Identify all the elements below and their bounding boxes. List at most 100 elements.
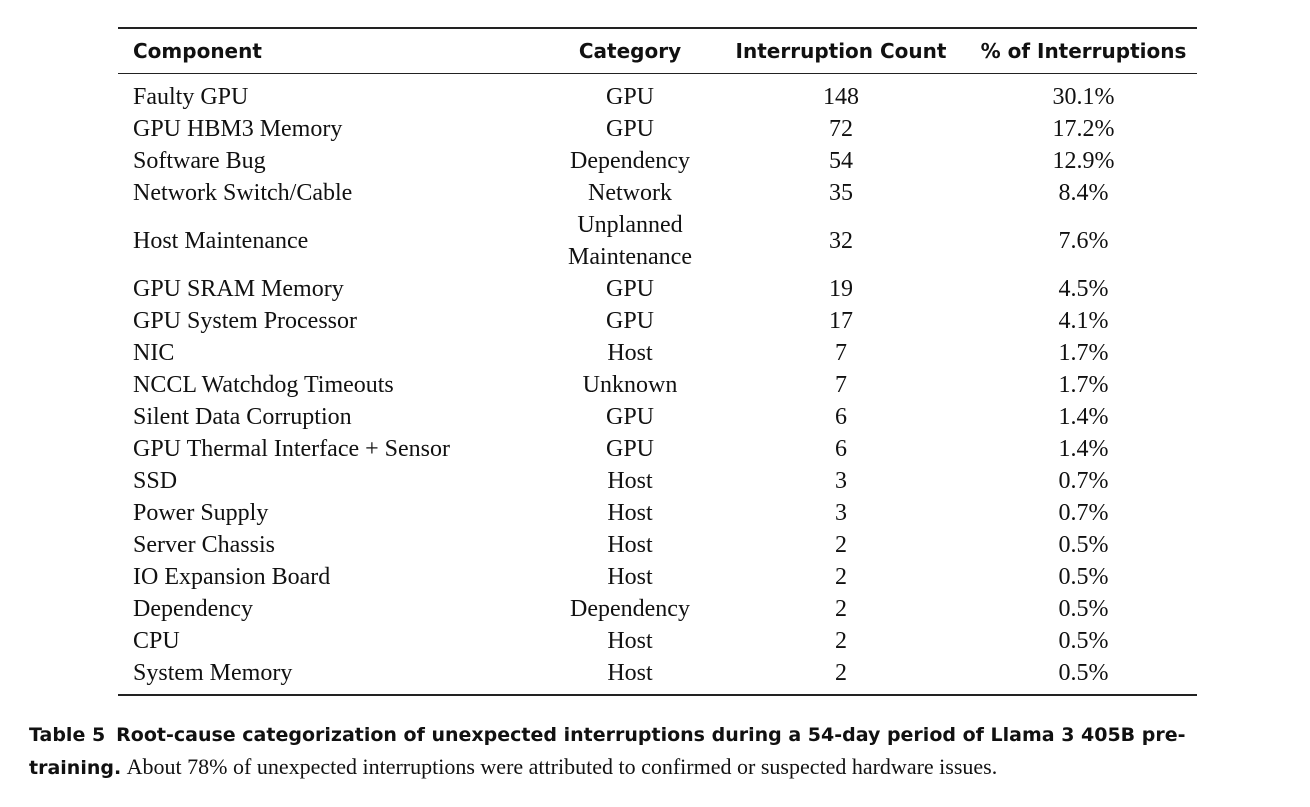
table-cell: GPU HBM3 Memory [133, 116, 343, 142]
table-cell: Faulty GPU [133, 84, 249, 110]
table-row: SSD Host 3 0.7% [118, 465, 1197, 497]
table-cell: 0.5% [1058, 564, 1109, 590]
table-cell: 148 [823, 84, 859, 110]
table-row: Power Supply Host 3 0.7% [118, 497, 1197, 529]
table-cell: Server Chassis [133, 532, 275, 558]
table-row: Faulty GPU GPU 148 30.1% [118, 74, 1197, 114]
table-cell: 0.5% [1058, 596, 1109, 622]
table-cell: 0.7% [1058, 468, 1109, 494]
table-cell: Host [607, 564, 653, 590]
table-cell: 2 [835, 564, 847, 590]
table-row: IO Expansion Board Host 2 0.5% [118, 561, 1197, 593]
table-cell: Host [607, 628, 653, 654]
table-row: GPU System Processor GPU 17 4.1% [118, 305, 1197, 337]
table-row: Software Bug Dependency 54 12.9% [118, 145, 1197, 177]
table-cell: Network [588, 180, 672, 206]
table-cell: 4.5% [1058, 276, 1109, 302]
table-cell: 7.6% [1058, 228, 1109, 254]
caption-text: About 78% of unexpected interruptions we… [126, 754, 998, 779]
table-cell: 0.5% [1058, 628, 1109, 654]
table-cell: GPU System Processor [133, 308, 358, 334]
table-cell: 30.1% [1052, 84, 1115, 110]
caption-label: Table 5 [29, 724, 106, 746]
table-cell: Dependency [570, 596, 690, 622]
table-row: Dependency Dependency 2 0.5% [118, 593, 1197, 625]
table-cell: 8.4% [1058, 180, 1109, 206]
table-row: NIC Host 7 1.7% [118, 337, 1197, 369]
table-cell: Dependency [570, 148, 690, 174]
table-cell: 0.5% [1058, 532, 1109, 558]
table-cell: 0.7% [1058, 500, 1109, 526]
table-body: Faulty GPU GPU 148 30.1% GPU HBM3 Memory GPU 7… [118, 74, 1197, 696]
table-cell: Unplanned Maintenance [568, 212, 692, 270]
table-row: NCCL Watchdog Timeouts Unknown 7 1.7% [118, 369, 1197, 401]
table-cell: 0.5% [1058, 660, 1109, 686]
table-cell: 2 [835, 596, 847, 622]
table-cell: 54 [829, 148, 853, 174]
table-row: Network Switch/Cable Network 35 8.4% [118, 177, 1197, 209]
table-cell: CPU [133, 628, 180, 654]
table-cell: 17.2% [1052, 116, 1115, 142]
table-cell: 19 [829, 276, 853, 302]
table-cell: SSD [133, 468, 178, 494]
column-header: Category [548, 28, 712, 74]
table-cell: 2 [835, 660, 847, 686]
table-cell: Host [607, 340, 653, 366]
table-cell: 4.1% [1058, 308, 1109, 334]
table-cell: Silent Data Corruption [133, 404, 352, 430]
table-cell: 1.7% [1058, 340, 1109, 366]
table-cell: 3 [835, 500, 847, 526]
table-cell: GPU SRAM Memory [133, 276, 344, 302]
table: Component Category Interruption Count% of … [118, 27, 1197, 696]
table-cell: 1.4% [1058, 436, 1109, 462]
table-row: System Memory Host 2 0.5% [118, 657, 1197, 695]
table-cell: Power Supply [133, 500, 269, 526]
table-cell: Host [607, 500, 653, 526]
table-cell: 32 [829, 228, 853, 254]
table-cell: Host [607, 660, 653, 686]
table-cell: GPU [605, 276, 654, 302]
table-row: GPU SRAM Memory GPU 19 4.5% [118, 273, 1197, 305]
table-cell: Host Maintenance [133, 228, 309, 254]
table-row: GPU HBM3 Memory GPU 72 17.2% [118, 113, 1197, 145]
column-header: Component [118, 28, 548, 74]
table-cell: 6 [835, 436, 847, 462]
table-cell: NIC [133, 340, 175, 366]
table-cell: Dependency [133, 596, 253, 622]
table-cell: 7 [835, 372, 847, 398]
caption-title: Root-cause categorization of unexpected … [29, 724, 1186, 779]
table-cell: Unknown [582, 372, 678, 398]
table-cell: 6 [835, 404, 847, 430]
table-row: Silent Data Corruption GPU 6 1.4% [118, 401, 1197, 433]
caption: Table 5 Root-cause categorization of une… [29, 718, 1289, 784]
table-cell: 2 [835, 532, 847, 558]
table-cell: Host [607, 468, 653, 494]
table-cell: IO Expansion Board [133, 564, 331, 590]
table-cell: NCCL Watchdog Timeouts [133, 372, 394, 398]
table-cell: GPU [605, 404, 654, 430]
table-cell: System Memory [133, 660, 293, 686]
table-row: CPU Host 2 0.5% [118, 625, 1197, 657]
table-cell: Network Switch/Cable [133, 180, 353, 206]
table-row: Host Maintenance Unplanned Maintenance 32 7… [118, 209, 1197, 273]
table-cell: 1.7% [1058, 372, 1109, 398]
table-cell: 35 [829, 180, 853, 206]
table-cell: Software Bug [133, 148, 266, 174]
table-cell: GPU [605, 116, 654, 142]
table-cell: 7 [835, 340, 847, 366]
table-cell: 2 [835, 628, 847, 654]
table-cell: 3 [835, 468, 847, 494]
table-cell: 12.9% [1052, 148, 1115, 174]
table-cell: Host [607, 532, 653, 558]
table-cell: GPU Thermal Interface + Sensor [133, 436, 450, 462]
column-header: Interruption Count [712, 28, 970, 74]
table-cell: GPU [605, 84, 654, 110]
table-cell: 72 [829, 116, 853, 142]
header-row: Component Category Interruption Count% of … [118, 28, 1197, 74]
table-row: GPU Thermal Interface + Sensor GPU 6 1.4% [118, 433, 1197, 465]
table-cell: GPU [605, 436, 654, 462]
table-cell: 1.4% [1058, 404, 1109, 430]
table-row: Server Chassis Host 2 0.5% [118, 529, 1197, 561]
column-header: % of Interruptions [970, 28, 1197, 74]
